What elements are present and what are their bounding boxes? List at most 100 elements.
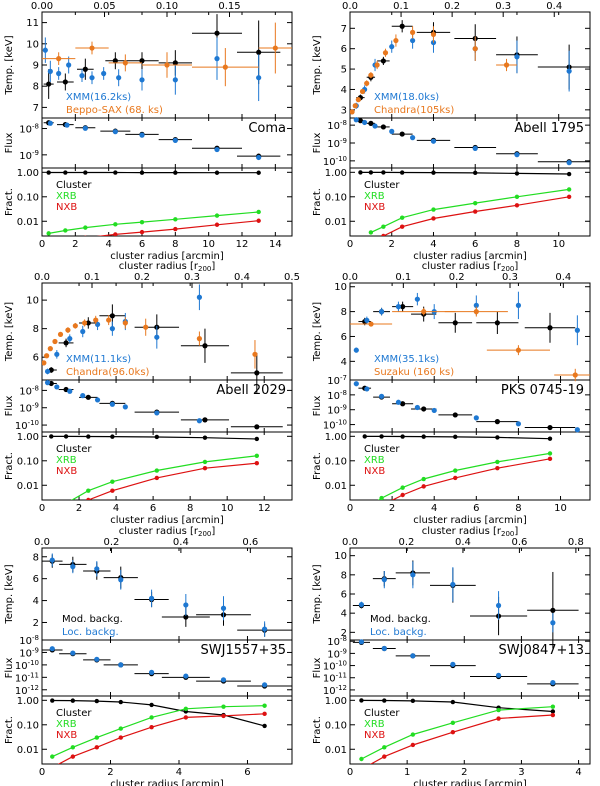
x-tick-label: 2 bbox=[76, 503, 82, 514]
fract-point-nxb bbox=[473, 209, 478, 214]
temp-point-xmm bbox=[67, 334, 73, 343]
temp-point-xmm-marker bbox=[450, 581, 456, 588]
temp-ylabel: Temp. [keV] bbox=[4, 564, 15, 624]
flux-point-xmm-marker bbox=[94, 397, 101, 403]
top-tick-label: 0.1 bbox=[84, 272, 100, 283]
flux-point-xmm bbox=[395, 399, 402, 405]
top-tick-label: 0.6 bbox=[242, 537, 258, 548]
temp-point-orange bbox=[192, 48, 259, 87]
temp-point-orange-marker bbox=[56, 56, 62, 62]
fract-point-nxb bbox=[421, 484, 426, 489]
temp-point-xmm bbox=[89, 71, 95, 85]
fract-line-xrb bbox=[52, 705, 265, 758]
flux-point-xmm-marker bbox=[196, 418, 203, 424]
temp-point-xmm-marker bbox=[515, 302, 522, 308]
fract-legend-nxb: NXB bbox=[56, 202, 77, 213]
top-tick-label: 0.15 bbox=[218, 1, 240, 12]
temp-point-orange-marker bbox=[42, 360, 47, 366]
x-tick-label: 2 bbox=[389, 503, 395, 514]
temp-ylabel: Temp. [keV] bbox=[312, 302, 323, 362]
fract-point-xrb bbox=[566, 187, 572, 192]
temp-point-orange-marker bbox=[350, 109, 355, 115]
temp-point-black bbox=[58, 338, 74, 348]
flux-point-xmm bbox=[54, 384, 60, 390]
flux-point-xmm bbox=[94, 656, 100, 662]
flux-point-xmm bbox=[431, 407, 437, 414]
temp-point-black bbox=[476, 311, 519, 334]
legend-label-1: XMM(11.1ks) bbox=[66, 354, 131, 365]
x-tick-label: 0 bbox=[39, 503, 45, 514]
fract-point-xrb bbox=[86, 488, 91, 493]
flux-point-black-marker bbox=[357, 118, 364, 124]
flux-point-xmm-marker bbox=[364, 386, 370, 392]
fract-point-cluster bbox=[359, 698, 364, 703]
temp-point-orange-marker bbox=[572, 372, 578, 378]
flux-ytick-label: 10-12 bbox=[323, 684, 347, 697]
flux-point-black bbox=[377, 124, 390, 130]
fract-point-cluster bbox=[63, 434, 69, 439]
temp-point-orange-marker bbox=[81, 320, 88, 326]
top-tick-label: 0.3 bbox=[184, 272, 200, 283]
temp-point-black-marker bbox=[256, 49, 262, 55]
flux-ytick-label: 10-9 bbox=[19, 646, 39, 659]
flux-point-xmm bbox=[122, 404, 128, 410]
temp-point-black-marker bbox=[82, 66, 88, 72]
fract-point-xrb bbox=[550, 704, 556, 709]
flux-point-xmm bbox=[389, 128, 395, 134]
fract-point-xrb bbox=[399, 215, 405, 220]
x-tick-label: 8 bbox=[187, 503, 193, 514]
fract-legend-cluster: Cluster bbox=[56, 444, 92, 455]
fract-point-xrb bbox=[359, 756, 364, 762]
flux-point-xmm bbox=[109, 401, 115, 407]
flux-point-black bbox=[366, 120, 376, 126]
fract-ylabel: Fract. bbox=[312, 188, 323, 216]
fract-point-nxb bbox=[410, 742, 416, 748]
flux-point-xmm bbox=[430, 138, 437, 144]
panel-title: Coma bbox=[248, 121, 286, 136]
flux-point-xmm-marker bbox=[49, 646, 55, 652]
fract-point-xrb bbox=[373, 500, 377, 504]
temp-point-orange-marker bbox=[196, 336, 203, 342]
fract-point-xrb bbox=[113, 222, 118, 227]
temp-point-black bbox=[77, 58, 94, 80]
fract-line-nxb bbox=[52, 713, 265, 764]
fract-point-xrb bbox=[254, 453, 260, 458]
temp-ytick-label: 4 bbox=[341, 357, 347, 368]
flux-point-xmm bbox=[154, 410, 160, 416]
temp-point-orange-marker bbox=[143, 324, 149, 330]
flux-point-xmm-marker bbox=[414, 404, 420, 411]
fract-point-cluster bbox=[381, 170, 386, 175]
temp-point-orange-marker bbox=[472, 46, 478, 52]
temp-point-xmm-marker bbox=[220, 605, 227, 611]
fract-point-xrb bbox=[495, 459, 500, 465]
top-tick-label: 0.10 bbox=[156, 1, 178, 12]
flux-point-black bbox=[476, 419, 519, 425]
fract-point-xrb bbox=[110, 479, 115, 484]
temp-point-xmm-marker bbox=[172, 77, 178, 83]
fract-point-cluster bbox=[450, 699, 456, 705]
fract-ytick-label: 1.00 bbox=[17, 432, 39, 443]
fract-legend-cluster: Cluster bbox=[56, 708, 92, 719]
temp-point-xmm bbox=[414, 292, 420, 306]
temp-point-orange-marker bbox=[122, 60, 128, 66]
fract-line-cluster bbox=[361, 699, 553, 713]
fract-point-nxb bbox=[399, 224, 405, 229]
legend-label-2: Loc. backg. bbox=[62, 627, 119, 638]
flux-point-xmm bbox=[196, 418, 203, 424]
flux-point-xmm-marker bbox=[67, 388, 73, 394]
fract-point-cluster bbox=[94, 698, 99, 704]
temp-ytick-label: 2 bbox=[33, 618, 39, 629]
temp-point-orange-marker bbox=[359, 88, 366, 95]
fract-ytick-label: 0.01 bbox=[325, 481, 347, 492]
top-tick-label: 0.4 bbox=[555, 272, 571, 283]
fract-legend-cluster: Cluster bbox=[364, 180, 400, 191]
top-tick-label: 0.6 bbox=[511, 537, 527, 548]
flux-ytick-label: 10-8 bbox=[327, 389, 347, 402]
flux-point-xmm-marker bbox=[256, 154, 262, 161]
fract-point-nxb bbox=[359, 767, 363, 771]
fract-ytick-label: 0.10 bbox=[17, 192, 39, 203]
fract-point-nxb bbox=[547, 456, 553, 462]
x-tick-label: 4 bbox=[575, 767, 581, 778]
temp-point-orange-marker bbox=[122, 320, 128, 326]
temp-ytick-label: 6 bbox=[341, 44, 347, 55]
